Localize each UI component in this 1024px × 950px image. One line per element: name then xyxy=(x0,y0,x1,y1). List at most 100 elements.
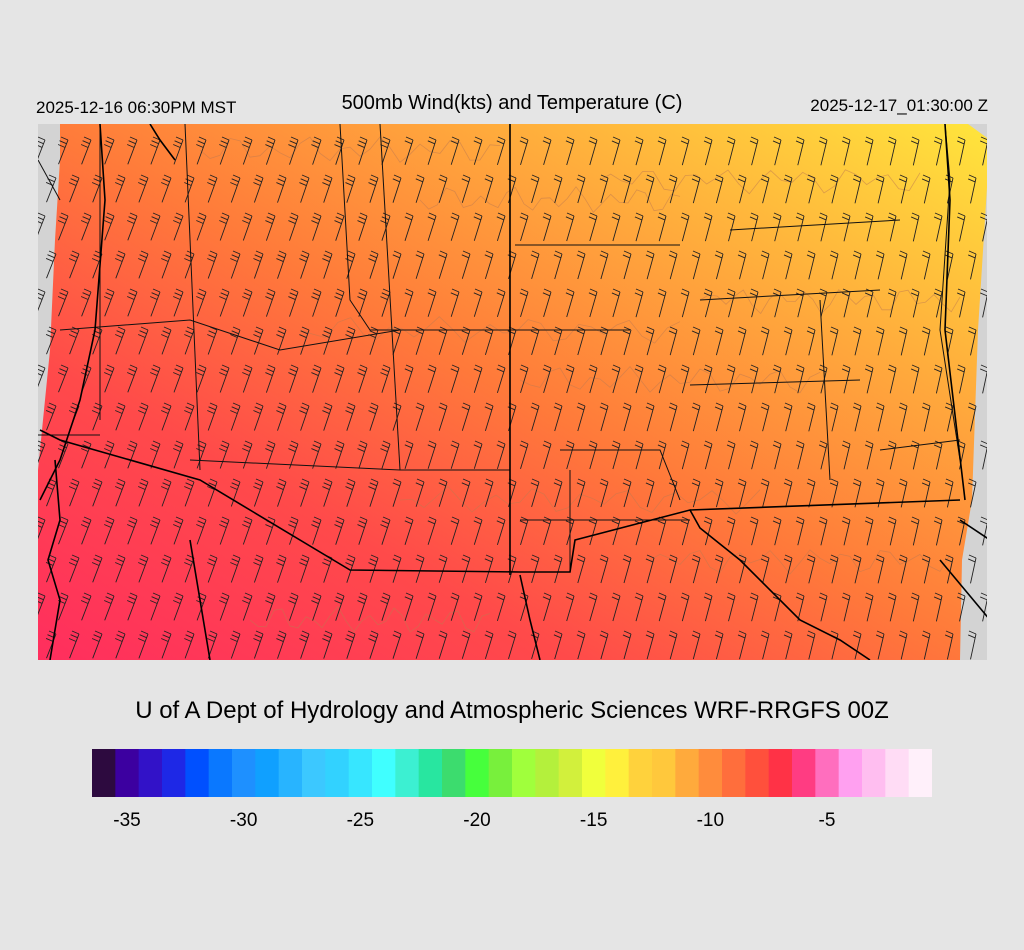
wind-barb xyxy=(737,174,747,204)
wind-barb xyxy=(357,364,368,393)
wind-barb xyxy=(219,136,230,165)
wind-barb xyxy=(127,136,138,165)
wind-barb xyxy=(921,174,931,204)
wind-barb xyxy=(542,440,552,470)
wind-barb xyxy=(795,364,805,394)
wind-barb xyxy=(496,364,506,394)
wind-barb xyxy=(680,364,690,394)
wind-barb xyxy=(450,440,460,469)
colorbar-tick-label: -25 xyxy=(346,810,375,831)
wind-barb xyxy=(45,630,57,659)
wind-barb xyxy=(473,364,483,393)
wind-barb xyxy=(668,326,678,356)
wind-barb xyxy=(265,592,276,621)
temperature-shading xyxy=(38,124,987,660)
colorbar-swatch xyxy=(652,749,676,797)
wind-barb xyxy=(450,136,460,165)
credit-line: U of A Dept of Hydrology and Atmospheric… xyxy=(135,697,889,724)
wind-barb xyxy=(760,630,770,660)
wind-barb xyxy=(519,440,529,470)
wind-barb xyxy=(795,440,805,470)
wind-barb xyxy=(921,250,931,280)
wind-barb xyxy=(611,364,621,394)
wind-barb xyxy=(898,402,908,432)
wind-barb xyxy=(864,136,874,166)
wind-barb xyxy=(634,136,644,166)
wind-barb xyxy=(737,250,747,280)
wind-barb xyxy=(45,174,57,203)
wind-barb xyxy=(864,364,874,394)
wind-barb xyxy=(415,402,425,431)
wind-barb xyxy=(760,554,770,584)
wind-barb xyxy=(806,250,816,280)
wind-barb xyxy=(680,440,690,470)
colorbar-swatch xyxy=(208,749,233,797)
wind-barb xyxy=(783,554,793,584)
wind-barb xyxy=(622,478,632,508)
wind-barb xyxy=(818,212,828,242)
wind-barb xyxy=(427,592,437,621)
wind-barb xyxy=(57,212,69,241)
wind-barb xyxy=(357,212,368,241)
wind-barb xyxy=(150,440,161,469)
wind-barb xyxy=(875,250,885,280)
wind-barb xyxy=(772,212,782,242)
colorbar-swatch xyxy=(838,749,863,797)
temperature-contour xyxy=(249,605,491,633)
wind-barb xyxy=(104,212,115,241)
wind-barb xyxy=(806,174,816,204)
wind-barb xyxy=(576,402,586,432)
wind-barb xyxy=(703,136,713,166)
wind-barb xyxy=(668,250,678,280)
wind-barb xyxy=(265,440,276,469)
wind-barb xyxy=(115,478,126,507)
wind-barb xyxy=(461,630,471,659)
wind-barb xyxy=(311,440,322,469)
wind-barb xyxy=(265,288,276,317)
wind-barb xyxy=(368,630,379,659)
wind-barb xyxy=(530,174,540,204)
wind-barb xyxy=(115,630,126,659)
wind-barb xyxy=(611,440,621,470)
wind-barb xyxy=(968,554,977,584)
wind-barb xyxy=(795,516,805,546)
wind-barb xyxy=(921,478,931,508)
wind-barb xyxy=(933,212,943,242)
wind-barb xyxy=(691,326,701,356)
wind-barb xyxy=(864,592,874,622)
wind-barb xyxy=(622,250,632,280)
wind-barb xyxy=(173,440,184,469)
wind-barb xyxy=(311,516,322,545)
wind-barb xyxy=(887,516,897,546)
wind-barb xyxy=(288,440,299,469)
wind-barb xyxy=(530,402,540,432)
wind-barb xyxy=(588,136,598,166)
wind-barb xyxy=(276,174,287,203)
wind-barb xyxy=(404,592,414,621)
wind-barb xyxy=(230,630,241,659)
wind-barb xyxy=(542,136,552,166)
wind-barb xyxy=(634,288,644,318)
wind-barb xyxy=(38,516,46,540)
wind-barb xyxy=(829,174,839,204)
wind-barb xyxy=(91,554,103,583)
wind-barb xyxy=(368,478,379,507)
wind-barb xyxy=(196,136,207,165)
wind-barb xyxy=(80,440,92,469)
wind-barb xyxy=(415,250,425,279)
wind-barb xyxy=(173,288,184,317)
colorbar-swatch xyxy=(745,749,770,797)
wind-barb xyxy=(680,288,690,318)
wind-barb xyxy=(253,402,264,431)
colorbar-swatch xyxy=(255,749,280,797)
wind-barb xyxy=(104,136,115,165)
wind-barb xyxy=(760,326,770,356)
wind-barb xyxy=(484,402,494,432)
wind-barb xyxy=(80,136,92,165)
wind-barb xyxy=(253,554,264,583)
wind-barb xyxy=(161,326,172,355)
wind-barb xyxy=(473,212,483,241)
colorbar-swatch xyxy=(162,749,186,797)
wind-barb xyxy=(565,136,575,166)
wind-barb xyxy=(138,630,149,659)
